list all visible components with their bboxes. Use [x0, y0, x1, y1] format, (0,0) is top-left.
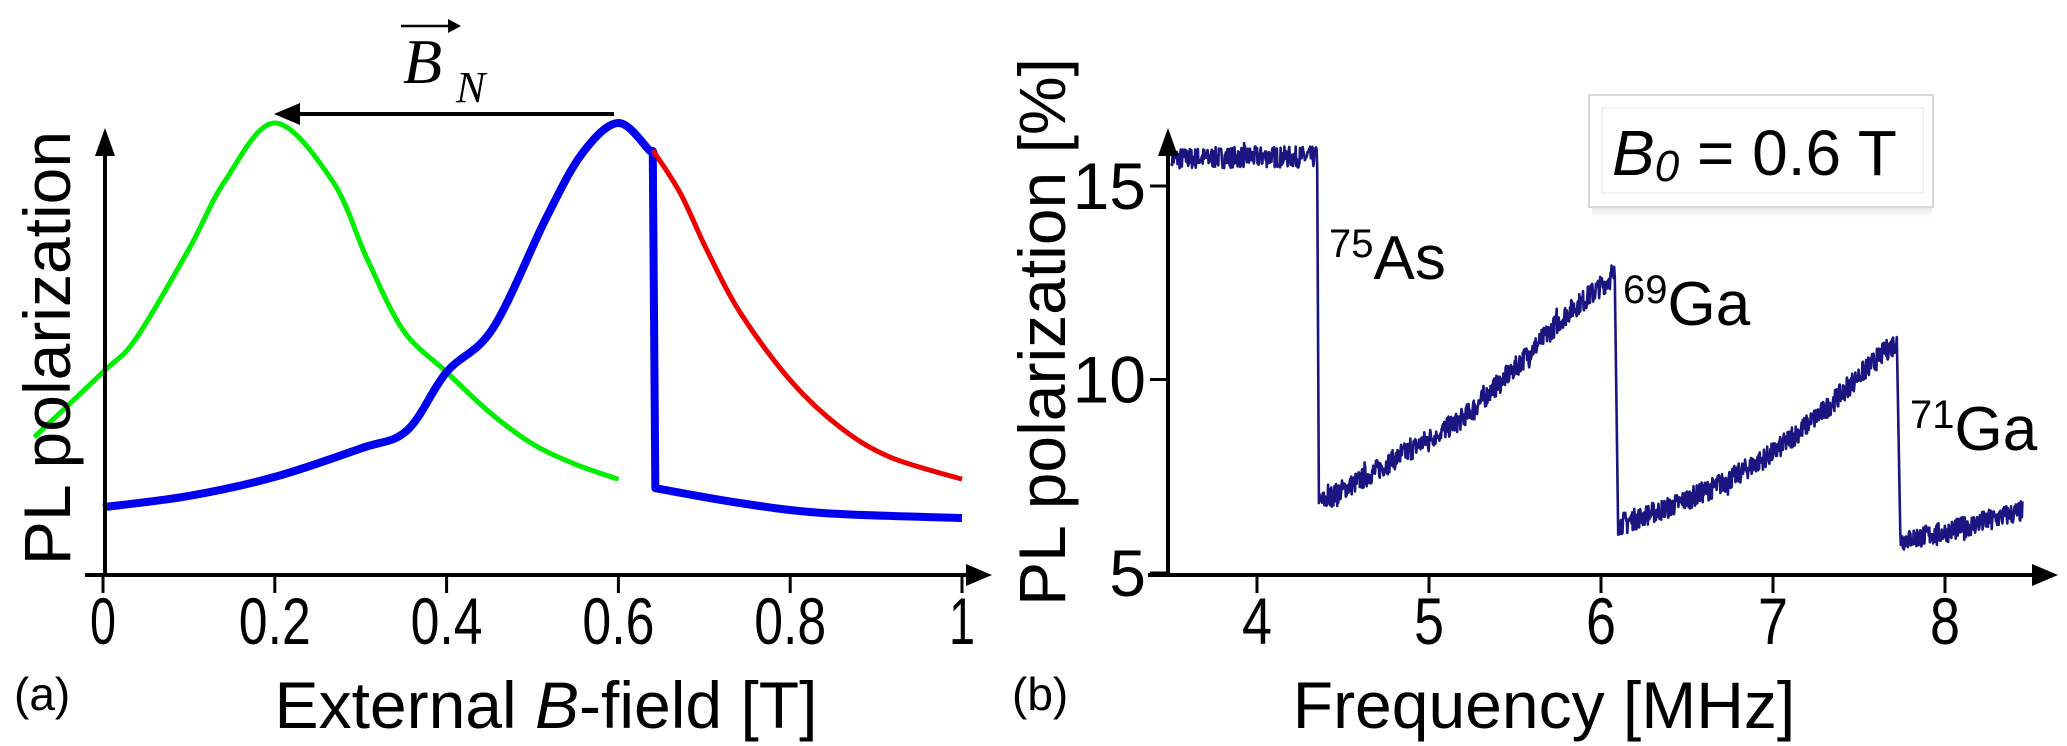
- b0-text: B0 = 0.6 T: [1612, 117, 1897, 191]
- panel-a: 0 0.2 0.4 0.6 0.8 1 B N PL polarization Exter…: [10, 19, 992, 742]
- panel-b-y-axis-arrowhead: [1158, 128, 1178, 156]
- curve-blue-dragged: [102, 119, 963, 523]
- panel-a-curves: [32, 119, 963, 523]
- b0-box-frame: [1588, 94, 1934, 208]
- bn-vector-arrowhead: [448, 19, 461, 33]
- curve-green-lorentzian: [32, 120, 620, 482]
- b0-box: B0 = 0.6 T: [1588, 94, 1934, 222]
- y-tick-label: 5: [1109, 536, 1146, 610]
- x-tick-label: 0.8: [754, 584, 826, 658]
- panel-a-x-ticks: 0 0.2 0.4 0.6 0.8 1: [90, 575, 975, 658]
- panel-a-x-axis-title: External B-field [T]: [275, 668, 818, 742]
- panel-b-x-ticks: 4 5 6 7 8: [1242, 575, 1960, 658]
- x-tick-label: 0: [90, 584, 116, 658]
- bn-shift-arrowhead: [274, 103, 300, 125]
- bn-annotation: B N: [274, 19, 614, 125]
- pl-polarization-trace: [1170, 141, 2024, 551]
- panel-a-x-axis-arrowhead: [966, 564, 992, 586]
- panel-a-label: (a): [14, 668, 70, 720]
- curve-red-tail: [650, 148, 963, 482]
- y-tick-label: 10: [1073, 343, 1146, 417]
- panel-b-trace: [1170, 141, 2024, 551]
- isotope-label-71ga: 71Ga: [1910, 393, 2038, 464]
- y-tick-label: 15: [1073, 149, 1146, 223]
- isotope-label-75as: 75As: [1329, 222, 1446, 293]
- panel-b-y-axis-title: PL polarization [%]: [1005, 58, 1079, 606]
- x-tick-label: 0.2: [239, 584, 311, 658]
- panel-b-x-axis-arrowhead: [2032, 564, 2058, 586]
- x-tick-label: 8: [1930, 584, 1960, 658]
- b0-box-inner: [1601, 107, 1924, 194]
- x-tick-label: 0.4: [411, 584, 483, 658]
- panel-b-isotope-labels: 75As 69Ga 71Ga: [1329, 222, 2038, 464]
- isotope-label-69ga: 69Ga: [1623, 268, 1751, 339]
- bn-symbol: B: [403, 26, 442, 97]
- x-tick-label: 5: [1414, 584, 1444, 658]
- panel-b-y-ticks: 5 10 15: [1073, 149, 1168, 610]
- panel-b: B0 = 0.6 T 4 5 6 7 8 5 10 15 75As 69Ga 71Ga PL p…: [1005, 58, 2058, 742]
- x-tick-label: 1: [949, 584, 975, 658]
- panel-b-x-axis-title: Frequency [MHz]: [1293, 668, 1795, 742]
- x-tick-label: 0.6: [582, 584, 654, 658]
- x-tick-label: 7: [1758, 584, 1788, 658]
- x-tick-label: 4: [1242, 584, 1272, 658]
- panel-a-y-axis-title: PL polarization: [10, 131, 84, 565]
- x-tick-label: 6: [1586, 584, 1616, 658]
- bn-subscript: N: [455, 63, 488, 112]
- panel-a-y-axis-arrowhead: [95, 128, 115, 156]
- panel-b-label: (b): [1012, 668, 1068, 720]
